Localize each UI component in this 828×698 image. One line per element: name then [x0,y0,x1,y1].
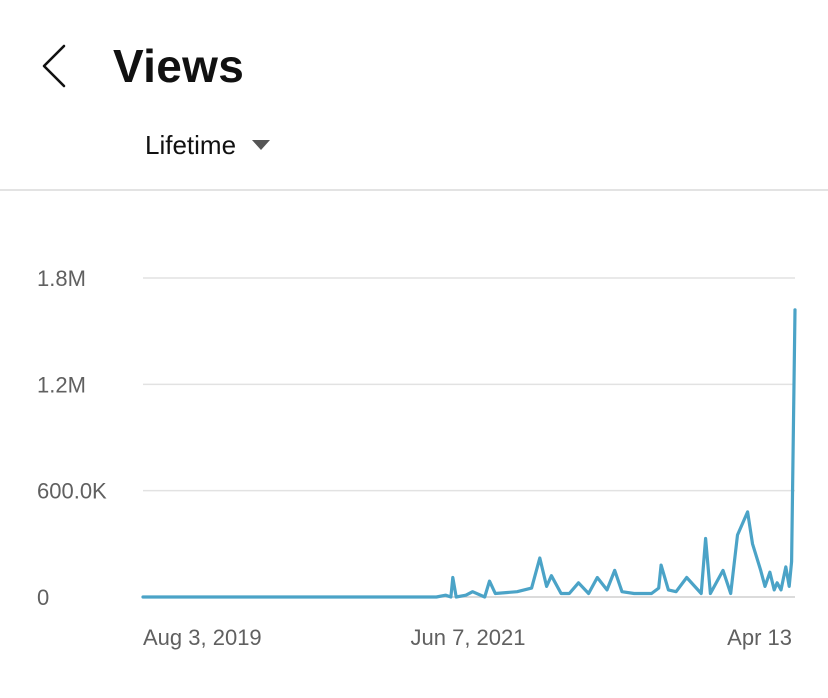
y-tick-label: 1.8M [37,266,86,291]
y-tick-label: 600.0K [37,479,107,504]
views-chart: 0 600.0K 1.2M 1.8M Aug 3, 2019 Jun 7, 2021 Apr… [0,191,828,698]
range-dropdown[interactable]: Lifetime [145,124,271,166]
x-tick-label: Apr 13 [727,625,792,650]
x-tick-label: Jun 7, 2021 [411,625,526,650]
y-tick-label: 0 [37,585,49,610]
back-button[interactable] [28,36,84,96]
range-dropdown-label: Lifetime [145,129,237,160]
y-tick-label: 1.2M [37,372,86,397]
x-tick-label: Aug 3, 2019 [143,625,262,650]
series-line [141,308,797,599]
chevron-left-icon [42,44,66,88]
chart-canvas: 0 600.0K 1.2M 1.8M Aug 3, 2019 Jun 7, 2021 Apr… [37,266,797,650]
header: Views Lifetime [0,0,828,190]
divider [0,189,828,191]
caret-down-icon [252,140,271,150]
page-title: Views [113,40,245,92]
